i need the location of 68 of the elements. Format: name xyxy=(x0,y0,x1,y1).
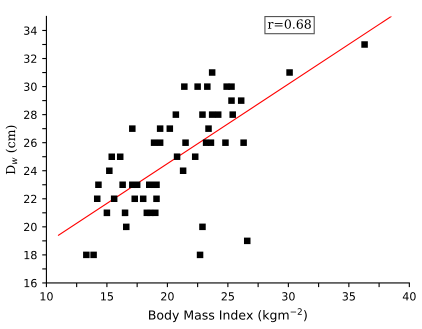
point xyxy=(108,153,116,160)
point xyxy=(110,196,118,202)
x-tick-label: 15 xyxy=(101,292,114,301)
point xyxy=(172,111,180,118)
point xyxy=(286,69,293,76)
y-tick-label: 28 xyxy=(24,110,37,120)
point xyxy=(199,111,206,118)
y-tick-label: 30 xyxy=(24,82,37,91)
point xyxy=(116,153,124,160)
point xyxy=(228,97,235,104)
point xyxy=(240,139,247,146)
point xyxy=(90,252,97,258)
point xyxy=(156,139,164,146)
point xyxy=(205,125,212,132)
point xyxy=(222,139,229,146)
point xyxy=(228,83,235,90)
x-tick-label: 25 xyxy=(222,292,234,301)
y-tick-label: 32 xyxy=(24,54,36,63)
point xyxy=(153,182,160,188)
point xyxy=(152,210,159,216)
point xyxy=(192,153,198,160)
point xyxy=(196,252,204,258)
point xyxy=(182,139,189,146)
y-tick-label: 24 xyxy=(24,166,37,175)
point xyxy=(106,167,113,174)
x-tick-label: 30 xyxy=(282,292,295,301)
x-tick-label: 20 xyxy=(161,292,174,301)
point xyxy=(83,252,90,258)
point xyxy=(122,210,128,216)
point xyxy=(156,125,164,132)
x-tick-label: 10 xyxy=(40,292,53,301)
point xyxy=(180,167,186,174)
y-tick-label: 26 xyxy=(24,138,37,148)
y-tick-label: 20 xyxy=(24,222,37,232)
point xyxy=(166,125,174,132)
point xyxy=(238,97,244,104)
point xyxy=(119,182,126,188)
y-axis-title: D$_{w}$ (cm) xyxy=(6,126,18,174)
point xyxy=(150,139,158,146)
point xyxy=(123,224,130,230)
y-tick-label: 34 xyxy=(24,26,37,35)
y-tick-label: 18 xyxy=(24,250,37,260)
point xyxy=(95,182,102,188)
annotation: r=0.68 xyxy=(268,19,311,29)
point xyxy=(229,111,236,118)
point xyxy=(181,83,188,90)
x-axis-title: Body Mass Index (kgm$^{−2}$) xyxy=(149,308,307,322)
y-tick-label: 22 xyxy=(24,194,36,204)
point xyxy=(140,196,146,202)
point xyxy=(199,224,206,230)
point xyxy=(131,196,138,202)
point xyxy=(208,69,216,76)
point xyxy=(134,182,140,188)
point xyxy=(104,210,110,216)
point xyxy=(194,83,201,90)
point xyxy=(204,83,211,90)
x-tick-label: 40 xyxy=(402,292,416,301)
point xyxy=(244,238,250,244)
point xyxy=(208,139,214,146)
y-tick-label: 16 xyxy=(24,278,37,288)
point xyxy=(208,111,216,118)
point xyxy=(174,153,180,160)
point xyxy=(129,125,136,132)
point xyxy=(153,196,160,202)
x-tick-label: 35 xyxy=(342,292,355,301)
point xyxy=(94,196,100,202)
point xyxy=(361,41,368,48)
point xyxy=(214,111,222,118)
